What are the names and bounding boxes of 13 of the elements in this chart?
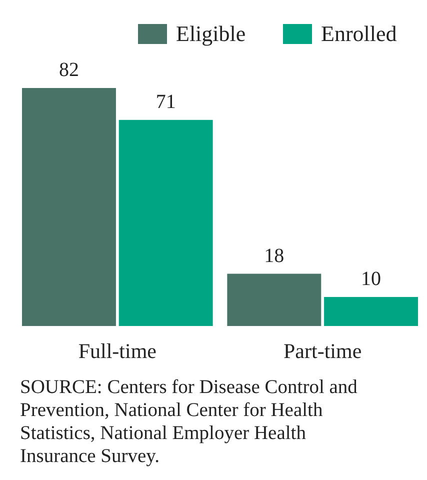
x-tick-label: Full-time (78, 339, 156, 363)
legend-label: Enrolled (321, 21, 397, 46)
x-tick-label: Part-time (284, 339, 362, 363)
bar (227, 274, 322, 326)
legend-label: Eligible (176, 21, 246, 46)
data-label: 10 (361, 268, 382, 290)
bar (22, 88, 116, 326)
data-label: 82 (58, 59, 79, 81)
data-label: 18 (264, 244, 284, 267)
bar (118, 120, 213, 326)
bar (324, 296, 418, 326)
data-label: 71 (156, 90, 176, 113)
source-note: SOURCE: Centers for Disease Control and Prevention, National Center for Health Statistics, National Employer Health Insurance Survey. (20, 377, 358, 467)
